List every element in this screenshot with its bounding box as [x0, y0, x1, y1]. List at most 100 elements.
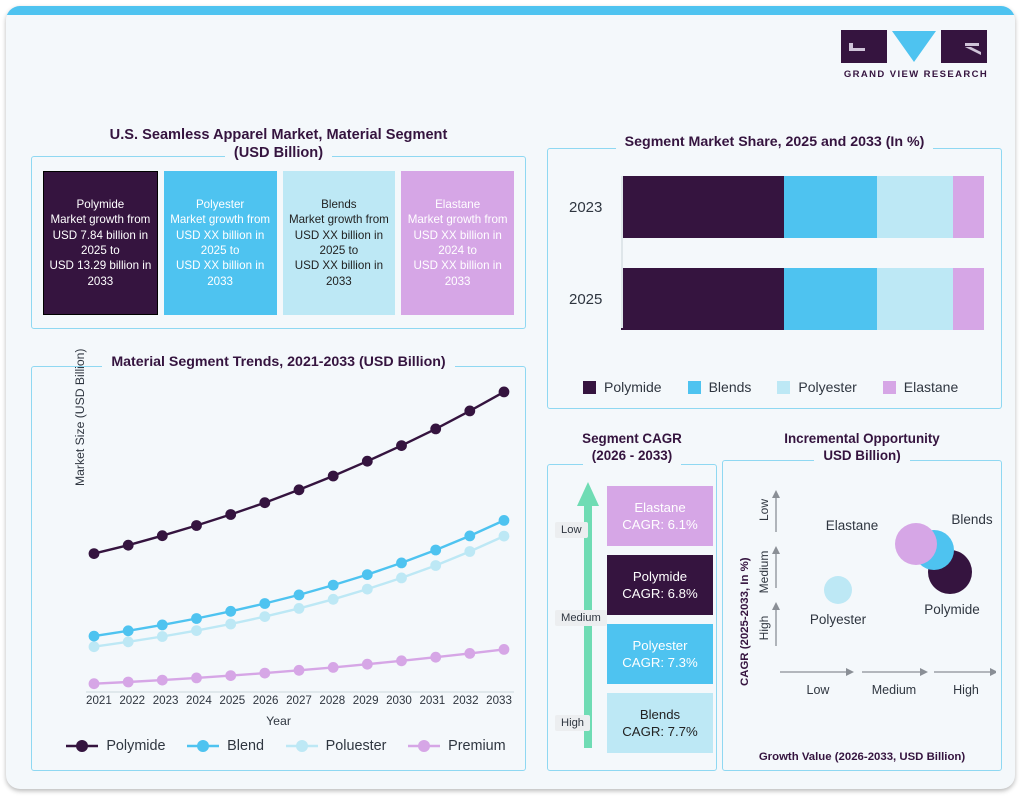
trend-point: [259, 667, 271, 679]
share-stacked-bar: [621, 268, 984, 330]
opp-x-tick: Medium: [872, 683, 916, 697]
segment-market-share-panel: Segment Market Share, 2025 and 2033 (In …: [547, 134, 1002, 409]
logo-mark: [841, 30, 991, 63]
legend-swatch-icon: [687, 380, 701, 394]
trend-point: [293, 589, 305, 601]
material-card-body: Market growth from USD XX billion in 2025…: [288, 213, 389, 288]
trend-point: [156, 530, 168, 542]
opp-y-tick: Low: [757, 499, 771, 521]
trend-point: [361, 455, 373, 467]
trend-point: [327, 593, 339, 605]
cagr-inner: Low Medium High Elastane CAGR: 6.1% Polymide…: [553, 480, 713, 771]
logo-wordmark: GRAND VIEW RESEARCH: [843, 69, 989, 80]
opp-bubble-label-elastane: Elastane: [826, 518, 879, 533]
legend-swatch-icon: [583, 380, 596, 394]
opp-title-line1: Incremental Opportunity: [775, 430, 949, 448]
share-segment-elastane: [953, 268, 984, 330]
material-card-elastane: Elastane Market growth from USD XX billion…: [401, 171, 514, 315]
trend-point: [361, 569, 373, 580]
trend-point: [464, 648, 476, 659]
opp-y-tick: High: [757, 616, 771, 641]
trend-point: [191, 613, 202, 624]
material-card-polymide: Polymide Market growth from USD 7.84 billi…: [43, 171, 158, 315]
share-legend-item: Elastane: [882, 379, 959, 395]
cagr-title-line1: Segment CAGR: [573, 430, 691, 448]
cagr-box-value: CAGR: 7.7%: [622, 724, 698, 739]
opp-x-tick: High: [953, 683, 979, 697]
trend-point: [122, 539, 134, 551]
trend-point: [225, 618, 237, 630]
incremental-opportunity-panel: Incremental Opportunity USD Billion) CAG…: [722, 430, 1002, 771]
share-stacked-bar: [621, 176, 984, 238]
trend-x-tick: 2030: [386, 694, 412, 707]
trend-point: [498, 644, 510, 655]
cagr-box-blends: Blends CAGR: 7.7%: [607, 693, 713, 753]
trend-point: [327, 470, 339, 482]
logo-r-icon: [941, 30, 987, 63]
trend-point: [498, 530, 510, 542]
segment-cagr-panel: Segment CAGR (2026 - 2033) Low Medium High…: [547, 430, 717, 771]
trend-point: [191, 625, 202, 636]
trend-line-chart: [86, 386, 514, 693]
share-rows: 2023 2025: [569, 176, 984, 330]
cagr-level-high: High: [555, 715, 591, 731]
trend-point: [122, 636, 134, 648]
trend-body: Market Size (USD Billion) 2021 2022 2023 20…: [31, 349, 526, 771]
cagr-box-name: Polymide: [632, 568, 688, 584]
material-card-name: Polyester: [195, 198, 245, 212]
share-legend-item: Polyester: [777, 379, 857, 395]
trend-x-axis-label: Year: [266, 714, 291, 728]
trend-point: [293, 603, 305, 614]
legend-swatch-icon: [882, 380, 896, 394]
material-trends-panel: Material Segment Trends, 2021-2033 (USD …: [31, 349, 526, 771]
trend-point: [88, 630, 100, 642]
trend-point: [259, 497, 271, 509]
trend-x-tick: 2032: [452, 694, 479, 707]
cagr-box-elastane: Elastane CAGR: 6.1%: [607, 486, 713, 546]
material-card-name: Blends: [321, 198, 357, 212]
opp-bubble-label-polyester: Polyester: [810, 612, 867, 627]
cagr-level-medium: Medium: [555, 610, 607, 626]
material-segment-panel: U.S. Seamless Apparel Market, Material S…: [31, 126, 526, 329]
cagr-level-low: Low: [555, 522, 588, 538]
material-card-body: Market growth from USD XX billion in 2024…: [407, 213, 508, 288]
material-card-blends: Blends Market growth from USD XX billion i…: [282, 171, 396, 315]
trend-x-tick: 2025: [219, 694, 246, 707]
share-bar-row: 2023: [569, 176, 984, 238]
trend-point: [293, 484, 305, 496]
share-segment-polyester: [876, 176, 954, 238]
share-plot-area: 2023 2025: [569, 176, 984, 357]
opp-bubble-elastane: [895, 523, 937, 565]
trend-x-tick: 2028: [319, 694, 346, 707]
trend-point: [361, 658, 373, 670]
material-cards-row: Polymide Market growth from USD 7.84 billi…: [43, 171, 514, 315]
trend-legend-marker-icon: [66, 740, 99, 752]
trend-legend-item: Blend: [186, 738, 264, 754]
opp-x-tick: Low: [807, 683, 831, 697]
trend-point: [396, 572, 407, 584]
trend-legend-item: Premium: [407, 738, 506, 754]
trend-point: [122, 625, 134, 637]
opp-bubble-label-blends: Blends: [951, 512, 993, 527]
material-card-name: Polymide: [76, 198, 125, 212]
opp-bubble-label-polymide: Polymide: [924, 602, 980, 617]
material-card-body: Market growth from USD XX billion in 2025…: [170, 213, 271, 288]
trend-point: [225, 670, 237, 681]
share-legend-label: Blends: [708, 379, 752, 395]
opp-body: CAGR (2025-2033, In %) Low Medium High Low M…: [722, 476, 1002, 771]
legend-swatch-icon: [777, 380, 791, 394]
share-legend-label: Elastane: [903, 379, 959, 395]
trend-point: [191, 520, 202, 531]
opp-y-tick: Medium: [757, 551, 771, 594]
material-card-body: Market growth from USD 7.84 billion in 20…: [49, 213, 152, 288]
cagr-box-value: CAGR: 7.3%: [622, 655, 698, 670]
trend-point: [122, 676, 134, 688]
cagr-box-name: Polyester: [632, 637, 688, 653]
cagr-box-polymide: Polymide CAGR: 6.8%: [607, 555, 713, 615]
trend-x-tick: 2029: [352, 694, 379, 707]
logo-v-triangle-icon: [892, 31, 936, 62]
material-title-line1: U.S. Seamless Apparel Market, Material S…: [100, 126, 457, 145]
trend-point: [156, 631, 168, 642]
cagr-box-value: CAGR: 6.1%: [622, 517, 698, 532]
